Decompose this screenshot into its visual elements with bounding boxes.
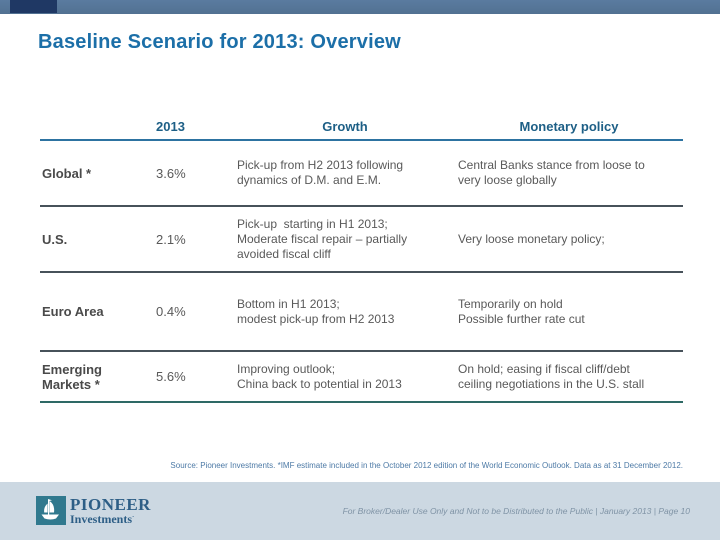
pioneer-investments-logo: PIONEER Investments` <box>36 496 151 525</box>
monetary-cell: On hold; easing if fiscal cliff/debt cei… <box>458 361 645 391</box>
source-note: Source: Pioneer Investments. *IMF estima… <box>170 461 683 470</box>
column-header-growth: Growth <box>322 119 368 134</box>
table-row-global: Global * 3.6% Pick-up from H2 2013 follo… <box>40 141 683 207</box>
monetary-cell: Temporarily on hold Possible further rat… <box>458 296 585 326</box>
logo-brand-text: PIONEER <box>70 495 151 514</box>
column-header-monetary-policy: Monetary policy <box>519 119 619 134</box>
table-row-us: U.S. 2.1% Pick-up starting in H1 2013; M… <box>40 207 683 273</box>
row-value: 3.6% <box>156 165 186 181</box>
row-value: 0.4% <box>156 304 186 319</box>
scenario-table: 2013 Growth Monetary policy Global * 3.6… <box>40 106 683 403</box>
page-title: Baseline Scenario for 2013: Overview <box>38 31 401 53</box>
logo-sub-text: Investments` <box>70 513 151 525</box>
header-spacer <box>40 134 152 139</box>
monetary-cell: Very loose monetary policy; <box>458 231 605 246</box>
growth-cell: Improving outlook; China back to potenti… <box>237 361 402 391</box>
table-row-euro-area: Euro Area 0.4% Bottom in H1 2013; modest… <box>40 273 683 352</box>
top-bar <box>0 0 720 14</box>
row-value: 5.6% <box>156 369 186 384</box>
top-bar-accent-box <box>10 0 57 13</box>
table-row-emerging-markets: Emerging Markets * 5.6% Improving outloo… <box>40 352 683 403</box>
row-label: Euro Area <box>42 304 104 319</box>
growth-cell: Pick-up from H2 2013 following dynamics … <box>237 158 404 187</box>
footer-bar: PIONEER Investments` For Broker/Dealer U… <box>0 482 720 540</box>
row-label: U.S. <box>42 231 68 247</box>
logo-sub-label: Investments <box>70 512 132 526</box>
table-header-row: 2013 Growth Monetary policy <box>40 106 683 141</box>
row-label: Emerging Markets * <box>42 361 102 392</box>
logo-wordmark: PIONEER Investments` <box>70 496 151 525</box>
column-header-year: 2013 <box>156 119 185 134</box>
monetary-cell: Central Banks stance from loose to very … <box>458 158 645 187</box>
logo-trademark-mark: ` <box>132 515 135 523</box>
growth-cell: Pick-up starting in H1 2013; Moderate fi… <box>237 216 408 261</box>
growth-cell: Bottom in H1 2013; modest pick-up from H… <box>237 296 395 326</box>
row-value: 2.1% <box>156 231 186 247</box>
footer-disclaimer: For Broker/Dealer Use Only and Not to be… <box>342 506 690 516</box>
ship-icon <box>36 496 66 525</box>
row-label: Global * <box>42 165 92 181</box>
